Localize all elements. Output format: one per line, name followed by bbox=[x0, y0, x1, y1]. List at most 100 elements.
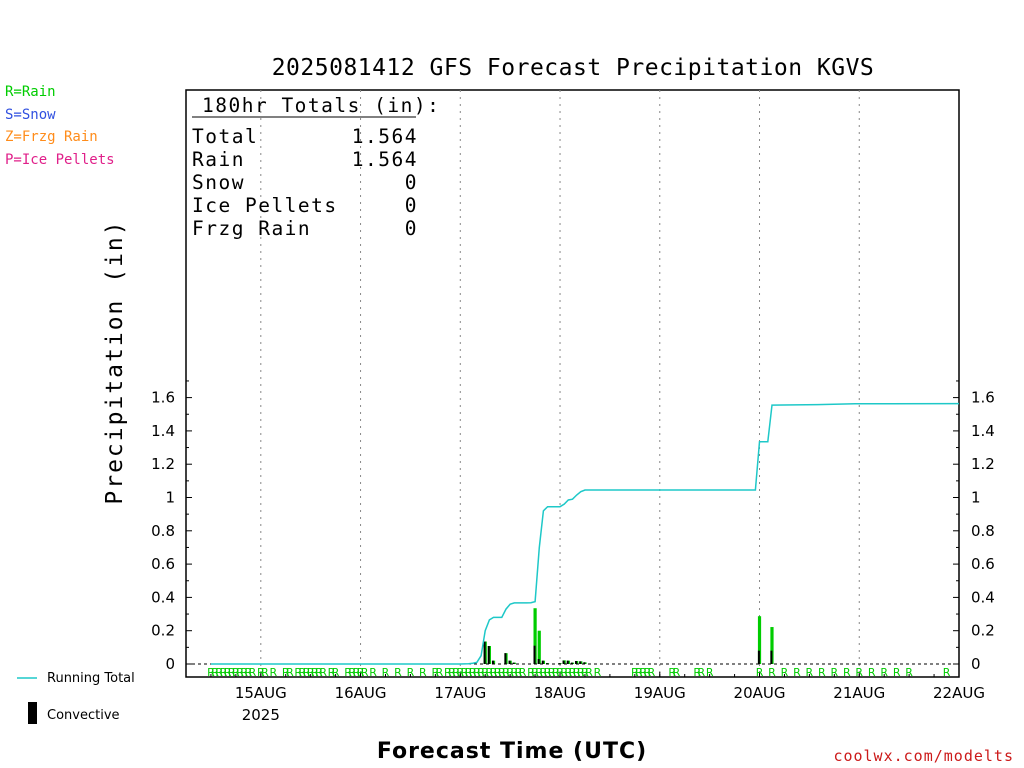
ptype-r-marker: R bbox=[502, 666, 510, 679]
ptype-r-marker: R bbox=[469, 666, 477, 679]
totals-value-ice-pellets: 0 bbox=[405, 194, 418, 217]
ptype-r-marker: R bbox=[594, 666, 602, 679]
ptype-r-marker: R bbox=[648, 666, 656, 679]
ptype-r-marker: R bbox=[357, 666, 365, 679]
ptype-r-marker: R bbox=[344, 666, 352, 679]
ptype-r-marker: R bbox=[432, 666, 440, 679]
y-tick-label-left: 0.8 bbox=[151, 522, 175, 540]
convective-bar bbox=[583, 662, 586, 664]
legend-ice-pellets: P=Ice Pellets bbox=[5, 152, 115, 168]
y-tick-label-left: 1 bbox=[165, 489, 175, 507]
ptype-r-marker: R bbox=[269, 666, 277, 679]
ptype-r-marker: R bbox=[868, 666, 876, 679]
totals-value-rain: 1.564 bbox=[352, 148, 418, 171]
ptype-r-marker: R bbox=[569, 666, 577, 679]
y-tick-label-right: 0.4 bbox=[971, 588, 995, 606]
convective-bar bbox=[491, 660, 494, 664]
convective-bar bbox=[570, 662, 573, 664]
ptype-r-marker: R bbox=[257, 666, 265, 679]
ptype-r-marker: R bbox=[419, 666, 427, 679]
ptype-r-marker: R bbox=[643, 666, 651, 679]
ptype-r-marker: R bbox=[556, 666, 564, 679]
ptype-r-marker: R bbox=[494, 666, 502, 679]
ptype-r-marker: R bbox=[793, 666, 801, 679]
x-tick-sublabel: 2025 bbox=[242, 706, 280, 724]
ptype-r-marker: R bbox=[348, 666, 356, 679]
y-tick-label-right: 1.2 bbox=[971, 455, 995, 473]
ptype-r-marker: R bbox=[240, 666, 248, 679]
x-tick-label: 21AUG bbox=[833, 684, 885, 702]
totals-label-ice-pellets: Ice Pellets bbox=[192, 194, 338, 217]
y-tick-label-right: 1 bbox=[971, 489, 981, 507]
ptype-r-marker: R bbox=[943, 666, 951, 679]
running-total-series bbox=[210, 402, 960, 665]
ptype-r-marker: R bbox=[527, 666, 535, 679]
running-total-legend-label: Running Total bbox=[47, 671, 135, 686]
ptype-r-marker: R bbox=[577, 666, 585, 679]
y-tick-label-right: 0.2 bbox=[971, 622, 995, 640]
ptype-r-marker: R bbox=[361, 666, 369, 679]
convective-bar bbox=[757, 650, 760, 664]
convective-legend-label: Convective bbox=[47, 708, 120, 723]
ptype-r-marker: R bbox=[249, 666, 257, 679]
x-tick-label: 17AUG bbox=[434, 684, 486, 702]
ptype-r-marker: R bbox=[560, 666, 568, 679]
ptype-r-marker: R bbox=[498, 666, 506, 679]
chart-title: 2025081412 GFS Forecast Precipitation KG… bbox=[272, 55, 875, 81]
ptype-r-marker: R bbox=[394, 666, 402, 679]
ptype-r-marker: R bbox=[855, 666, 863, 679]
ptype-r-marker: R bbox=[332, 666, 340, 679]
ptype-r-marker: R bbox=[806, 666, 814, 679]
ptype-r-marker: R bbox=[544, 666, 552, 679]
x-tick-label: 22AUG bbox=[933, 684, 985, 702]
convective-bar bbox=[541, 660, 544, 664]
ptype-r-marker: R bbox=[673, 666, 681, 679]
convective-bar bbox=[566, 660, 569, 664]
x-tick-label: 19AUG bbox=[634, 684, 686, 702]
y-tick-label-left: 1.2 bbox=[151, 455, 175, 473]
rain-bar bbox=[537, 630, 541, 664]
ptype-r-marker: R bbox=[548, 666, 556, 679]
y-tick-label-right: 0 bbox=[971, 655, 981, 673]
ptype-r-marker: R bbox=[510, 666, 518, 679]
ptype-r-marker: R bbox=[490, 666, 498, 679]
ptype-r-marker: R bbox=[843, 666, 851, 679]
convective-bar bbox=[770, 650, 773, 664]
ptype-r-marker: R bbox=[668, 666, 676, 679]
totals-label-snow: Snow bbox=[192, 171, 245, 194]
ptype-legend: R=Rain S=Snow Z=Frzg Rain P=Ice Pellets bbox=[5, 84, 115, 168]
y-axis-ticks: 0 0 0.2 0.2 0.4 0.4 0.6 0.6 0.8 0.8 1 1 1.2 1.2 1.4 1.4… bbox=[151, 380, 995, 673]
ptype-r-marker: R bbox=[319, 666, 327, 679]
y-tick-label-right: 0.6 bbox=[971, 555, 995, 573]
ptype-r-marker: R bbox=[307, 666, 315, 679]
ptype-r-marker: R bbox=[452, 666, 460, 679]
running-total-line bbox=[210, 402, 960, 665]
ptype-r-marker: R bbox=[220, 666, 228, 679]
ptype-r-marker: R bbox=[781, 666, 789, 679]
totals-label-frzg-rain: Frzg Rain bbox=[192, 217, 311, 240]
ptype-r-marker: R bbox=[473, 666, 481, 679]
ptype-r-marker: R bbox=[552, 666, 560, 679]
ptype-r-marker: R bbox=[369, 666, 377, 679]
y-tick-label-left: 0.4 bbox=[151, 588, 175, 606]
ptype-r-marker: R bbox=[477, 666, 485, 679]
convective-bar bbox=[533, 645, 536, 664]
x-axis-label: Forecast Time (UTC) bbox=[377, 739, 647, 764]
rain-bar bbox=[757, 616, 762, 664]
convective-bar bbox=[562, 660, 565, 664]
x-axis-ticks: 15AUG 2025 16AUG 17AUG 18AUG 19AUG 20AUG 21AUG 2… bbox=[185, 672, 985, 724]
totals-header: 180hr Totals (in): bbox=[202, 94, 440, 117]
ptype-r-marker: R bbox=[481, 666, 489, 679]
convective-bar bbox=[483, 641, 486, 664]
totals-label-total: Total bbox=[192, 125, 258, 148]
ptype-r-marker: R bbox=[818, 666, 826, 679]
ptype-r-marker: R bbox=[407, 666, 415, 679]
y-axis-label: Precipitation (in) bbox=[102, 219, 128, 504]
ptype-r-marker: R bbox=[756, 666, 764, 679]
legend-snow: S=Snow bbox=[5, 107, 56, 123]
ptype-r-marker: R bbox=[261, 666, 269, 679]
ptype-r-marker: R bbox=[581, 666, 589, 679]
totals-value-frzg-rain: 0 bbox=[405, 217, 418, 240]
x-tick-label: 15AUG bbox=[235, 684, 287, 702]
